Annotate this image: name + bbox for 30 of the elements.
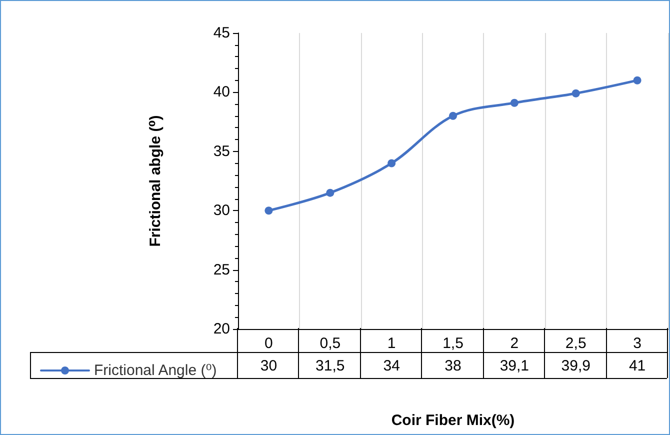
point (264, 206, 273, 215)
data-label: 39,9 (561, 358, 590, 374)
y-tick-label: 25 (213, 261, 230, 278)
point (633, 76, 642, 84)
x-tick-label: 2,5 (565, 335, 586, 352)
legend-label: Frictional Angle (⁰) (94, 362, 217, 379)
x-tick-label: 1 (387, 335, 396, 352)
point (572, 89, 580, 98)
x-tick-label: 2 (510, 335, 519, 352)
x-tick-label: 0,5 (320, 335, 341, 352)
y-tick-label: 20 (213, 320, 230, 338)
data-label: 30 (260, 358, 278, 374)
data-label: 39,1 (500, 358, 530, 374)
data-label: 31,5 (316, 358, 345, 374)
data-label: 38 (444, 358, 462, 374)
x-tick-label: 3 (633, 335, 642, 352)
y-axis-title: Frictional abgle (⁰) (147, 115, 164, 247)
x-tick-label: 1,5 (442, 335, 464, 352)
x-tick-label: 0 (264, 335, 273, 352)
point (388, 159, 396, 168)
y-tick-label: 40 (213, 84, 230, 101)
y-tick-label: 30 (213, 202, 230, 220)
point (449, 112, 457, 120)
x-axis-title: Coir Fiber Mix(%) (391, 412, 515, 429)
point (326, 188, 334, 197)
point (510, 98, 518, 107)
data-label: 34 (383, 358, 400, 374)
y-tick-label: 45 (213, 24, 230, 42)
data-label: 41 (628, 358, 646, 374)
y-tick-label: 35 (213, 142, 230, 160)
